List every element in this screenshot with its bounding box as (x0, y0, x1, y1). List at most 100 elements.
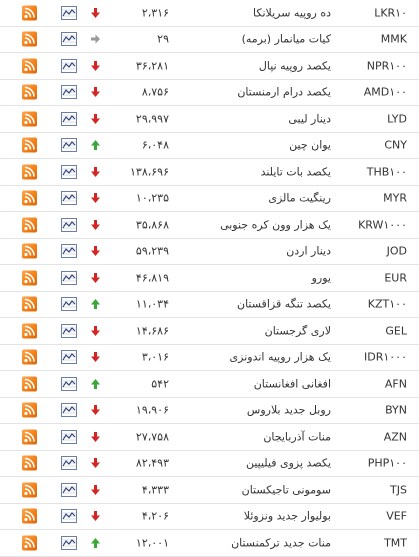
rss-icon[interactable] (22, 5, 37, 21)
currency-name[interactable]: یکصد درام ارمنستان (237, 85, 331, 99)
chart-icon[interactable] (61, 350, 77, 365)
chart-icon[interactable] (61, 456, 77, 471)
currency-code: CNY (384, 138, 407, 152)
arrow-down-icon (91, 325, 100, 336)
chart-icon[interactable] (61, 111, 77, 126)
chart-icon[interactable] (61, 191, 77, 206)
arrow-down-icon (91, 113, 100, 124)
table-row: ۲،۳۱۶ ده روپیه سریلانکا LKR۱۰ (0, 0, 419, 27)
rss-icon[interactable] (22, 270, 37, 286)
arrow-down-icon (91, 352, 100, 363)
rss-icon[interactable] (22, 296, 37, 312)
currency-name[interactable]: بولیوار جدید ونزوئلا (243, 509, 331, 523)
arrow-down-icon (91, 60, 100, 71)
chart-icon[interactable] (61, 32, 77, 47)
currency-code: NPR۱۰۰ (366, 59, 407, 73)
currency-name[interactable]: ده روپیه سریلانکا (253, 6, 331, 20)
chart-icon[interactable] (61, 482, 77, 497)
rss-icon[interactable] (22, 58, 37, 74)
chart-icon[interactable] (61, 270, 77, 285)
currency-name[interactable]: دینار اردن (286, 244, 331, 258)
table-row: ۴۶،۸۱۹ یورو EUR (0, 265, 419, 292)
chart-icon[interactable] (61, 429, 77, 444)
arrow-down-icon (91, 87, 100, 98)
currency-name[interactable]: سومونی تاجیکستان (241, 483, 331, 497)
currency-code: KRW۱۰۰۰ (358, 218, 407, 232)
currency-name[interactable]: منات آذربایجان (263, 430, 331, 444)
currency-code: AFN (384, 377, 407, 391)
chart-icon[interactable] (61, 58, 77, 73)
currency-name[interactable]: یک هزار روپیه اندونزی (229, 350, 331, 364)
rss-icon[interactable] (22, 323, 37, 339)
rss-icon[interactable] (22, 455, 37, 471)
currency-name[interactable]: لاری گرجستان (264, 324, 331, 338)
currency-name[interactable]: یکصد بات تایلند (260, 165, 331, 179)
currency-code: JOD (386, 244, 407, 258)
price-value: ۸۲،۴۹۳ (135, 456, 169, 470)
currency-name[interactable]: یورو (311, 271, 331, 285)
currency-name[interactable]: یوان چین (289, 138, 331, 152)
price-value: ۱۹،۹۰۶ (135, 403, 169, 417)
rss-icon[interactable] (22, 164, 37, 180)
currency-name[interactable]: یکصد تنگه قزاقستان (237, 297, 331, 311)
table-row: ۲۷،۷۵۸ منات آذربایجان AZN (0, 424, 419, 451)
rss-icon[interactable] (22, 402, 37, 418)
chart-icon[interactable] (61, 509, 77, 524)
rss-icon[interactable] (22, 84, 37, 100)
table-row: ۵۴۲ افغانی افغانستان AFN (0, 371, 419, 398)
arrow-down-icon (91, 484, 100, 495)
chart-icon[interactable] (61, 85, 77, 100)
chart-icon[interactable] (61, 5, 77, 20)
currency-name[interactable]: رینگیت مالزی (268, 191, 331, 205)
rss-icon[interactable] (22, 243, 37, 259)
arrow-down-icon (91, 458, 100, 469)
price-value: ۵۴۲ (151, 377, 169, 391)
currency-code: LKR۱۰ (374, 6, 407, 20)
rss-icon[interactable] (22, 217, 37, 233)
price-value: ۶،۰۴۸ (141, 138, 169, 152)
chart-icon[interactable] (61, 217, 77, 232)
currency-name[interactable]: روبل جدید بلاروس (246, 403, 331, 417)
price-value: ۴،۲۰۶ (141, 509, 169, 523)
rss-icon[interactable] (22, 508, 37, 524)
rss-icon[interactable] (22, 137, 37, 153)
currency-name[interactable]: دینار لیبی (288, 112, 331, 126)
chart-icon[interactable] (61, 376, 77, 391)
rss-icon[interactable] (22, 535, 37, 551)
chart-icon[interactable] (61, 535, 77, 550)
price-value: ۲۹ (157, 32, 169, 46)
price-value: ۵۹،۲۳۹ (135, 244, 169, 258)
rss-icon[interactable] (22, 429, 37, 445)
currency-code: KZT۱۰۰ (367, 297, 407, 311)
currency-code: BYN (385, 403, 407, 417)
rss-icon[interactable] (22, 376, 37, 392)
table-row: ۳،۰۱۶ یک هزار روپیه اندونزی IDR۱۰۰۰ (0, 345, 419, 371)
price-value: ۱۲،۰۰۱ (135, 536, 169, 550)
rss-icon[interactable] (22, 111, 37, 127)
currency-name[interactable]: کیات میانمار (برمه) (241, 32, 331, 46)
rss-icon[interactable] (22, 31, 37, 47)
chart-icon[interactable] (61, 297, 77, 312)
rss-icon[interactable] (22, 349, 37, 365)
rss-icon[interactable] (22, 190, 37, 206)
chart-icon[interactable] (61, 164, 77, 179)
chart-icon[interactable] (61, 138, 77, 153)
rss-icon[interactable] (22, 482, 37, 498)
chart-icon[interactable] (61, 323, 77, 338)
price-value: ۱۳۸،۶۹۶ (130, 165, 169, 179)
currency-name[interactable]: یکصد روپیه نپال (258, 59, 331, 73)
chart-icon[interactable] (61, 244, 77, 259)
currency-code: AZN (383, 430, 407, 444)
currency-code: VEF (386, 509, 407, 523)
currency-name[interactable]: منات جدید ترکمنستان (231, 536, 331, 550)
currency-name[interactable]: یک هزار وون کره جنوبی (220, 218, 331, 232)
currency-name[interactable]: یکصد پزوی فیلیپین (245, 456, 331, 470)
table-row: ۸۲،۴۹۳ یکصد پزوی فیلیپین PHP۱۰۰ (0, 451, 419, 477)
chart-icon[interactable] (61, 403, 77, 418)
arrow-up-icon (91, 299, 100, 310)
table-row: ۱۴،۶۸۶ لاری گرجستان GEL (0, 318, 419, 345)
currency-name[interactable]: افغانی افغانستان (253, 377, 331, 391)
table-row: ۲۹،۹۹۷ دینار لیبی LYD (0, 106, 419, 133)
price-value: ۲۷،۷۵۸ (135, 430, 169, 444)
